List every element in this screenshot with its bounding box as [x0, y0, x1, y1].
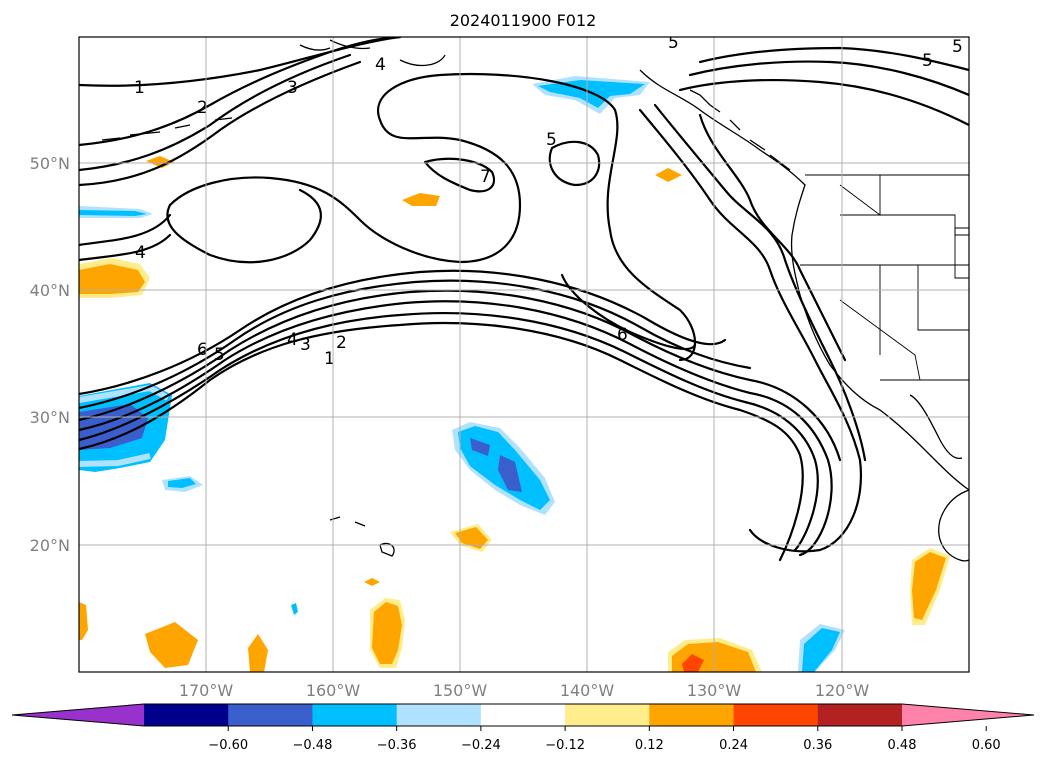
colorbar-tick-label: −0.48 [293, 738, 333, 753]
colorbar-swatch [228, 704, 313, 726]
colorbar-swatch [396, 704, 482, 726]
colorbar-swatch [480, 704, 566, 726]
colorbar-extend-low [12, 704, 144, 726]
contour-label: 5 [214, 345, 225, 365]
colorbar-swatch [144, 704, 229, 726]
colorbar-swatch [817, 704, 903, 726]
lat-labels: 50°N 40°N 30°N 20°N [30, 154, 70, 555]
colorbar: −0.60 −0.48 −0.36 −0.24 −0.12 0.12 0.24 0.36 0.4… [11, 703, 1035, 753]
state-borders [800, 174, 969, 381]
colorbar-tick-label: −0.36 [377, 738, 417, 753]
contour-label: 5 [952, 37, 963, 57]
colorbar-extend-high [902, 704, 1034, 726]
colorbar-outline [11, 703, 1035, 727]
colorbar-tick-label: 0.48 [888, 738, 917, 753]
map-title: 2024011900 F012 [450, 11, 597, 30]
colorbar-tick-label: 0.24 [719, 738, 748, 753]
contour-label: 7 [480, 167, 491, 187]
colorbar-swatch [733, 704, 819, 726]
colorbar-swatch [312, 704, 398, 726]
colorbar-tick-label: 0.12 [635, 738, 664, 753]
colorbar-tick-label: −0.24 [461, 738, 501, 753]
map-frame [78, 36, 970, 673]
lat-label: 50°N [30, 154, 70, 173]
contour-label: 6 [617, 325, 628, 345]
contour-label: 5 [546, 130, 557, 150]
contour-label: 1 [324, 349, 335, 369]
contour-label: 4 [135, 243, 146, 263]
colorbar-tick-label: 0.36 [803, 738, 832, 753]
colorbar-tick-label: 0.60 [972, 738, 1001, 753]
contour-label: 5 [668, 33, 679, 53]
lon-label: 140°W [560, 681, 615, 700]
contour-label: 2 [197, 98, 208, 118]
lon-label: 120°W [815, 681, 870, 700]
map-panel: 1 2 3 4 5 6 7 4 5 6 5 5 6 5 4 3 2 1 [78, 33, 970, 673]
lat-label: 30°N [30, 408, 70, 427]
colorbar-tick-label: −0.12 [545, 738, 585, 753]
contour-label: 6 [197, 340, 208, 360]
contour-label: 1 [134, 78, 145, 98]
colorbar-tick-label: −0.60 [208, 738, 248, 753]
gridlines [79, 37, 969, 672]
contour-label: 3 [287, 78, 298, 98]
colorbar-swatch [649, 704, 735, 726]
lon-label: 160°W [306, 681, 361, 700]
coastlines [101, 39, 969, 562]
contour-label: 4 [287, 330, 298, 350]
contour-label: 2 [336, 333, 347, 353]
contour-lines [79, 37, 969, 562]
contour-labels: 1 2 3 4 5 6 7 4 5 6 5 5 6 5 4 3 2 1 [134, 33, 963, 369]
lon-label: 170°W [179, 681, 234, 700]
contour-label: 5 [922, 51, 933, 71]
lon-label: 130°W [687, 681, 742, 700]
contour-label: 3 [300, 335, 311, 355]
lat-label: 20°N [30, 536, 70, 555]
lon-label: 150°W [433, 681, 488, 700]
lat-label: 40°N [30, 281, 70, 300]
colorbar-swatch [565, 704, 650, 726]
lon-labels: 170°W 160°W 150°W 140°W 130°W 120°W [179, 681, 870, 700]
contour-label: 4 [375, 55, 386, 75]
